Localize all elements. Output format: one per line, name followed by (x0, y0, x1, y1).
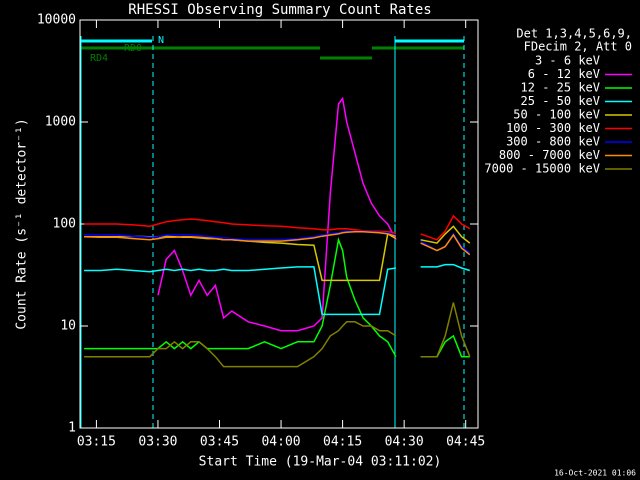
series-line (84, 214, 471, 241)
x-tick-label: 04:00 (261, 435, 300, 450)
series-line (157, 130, 397, 327)
series-line (84, 230, 471, 256)
chart-title: RHESSI Observing Summary Count Rates (128, 2, 431, 18)
x-tick-label: 04:15 (323, 435, 362, 450)
legend-label: 12 - 25 keV (521, 81, 600, 95)
y-tick-label: 1 (68, 421, 76, 436)
footer: 16-Oct-2021 01:06 (554, 469, 636, 478)
legend-label: 6 - 12 keV (528, 67, 600, 81)
x-tick-label: 03:30 (138, 435, 177, 450)
series-line (84, 230, 471, 254)
legend-label: 50 - 100 keV (513, 108, 600, 122)
series-line (84, 225, 471, 282)
series-line (157, 96, 397, 332)
y-tick-label: 10000 (37, 13, 76, 28)
x-tick-label: 03:45 (200, 435, 239, 450)
y-tick-label: 10 (60, 319, 76, 334)
legend-header: Det 1,3,4,5,6,9, (516, 27, 632, 41)
y-tick-label: 1000 (45, 115, 76, 130)
legend-header: FDecim 2, Att 0 (524, 40, 632, 54)
x-tick-label: 04:45 (446, 435, 485, 450)
legend-label: 800 - 7000 keV (499, 148, 600, 162)
legend-label: 300 - 800 keV (506, 135, 600, 149)
annotation: RD0 (124, 43, 142, 54)
series-line (84, 237, 470, 358)
series-line (84, 263, 471, 316)
x-axis-label: Start Time (19-Mar-04 03:11:02) (199, 455, 442, 470)
legend-label: 7000 - 15000 keV (484, 162, 600, 176)
series-line (84, 302, 471, 368)
legend-label: 100 - 300 keV (506, 121, 600, 135)
legend-label: 25 - 50 keV (521, 94, 600, 108)
x-tick-label: 03:15 (77, 435, 116, 450)
legend-label: 3 - 6 keV (535, 54, 600, 68)
y-axis-label: Count Rate (s⁻¹ detector⁻¹) (15, 118, 30, 329)
x-tick-label: 04:30 (385, 435, 424, 450)
annotation: RD4 (90, 53, 108, 64)
annotation: N (158, 35, 164, 46)
y-tick-label: 100 (53, 217, 76, 232)
